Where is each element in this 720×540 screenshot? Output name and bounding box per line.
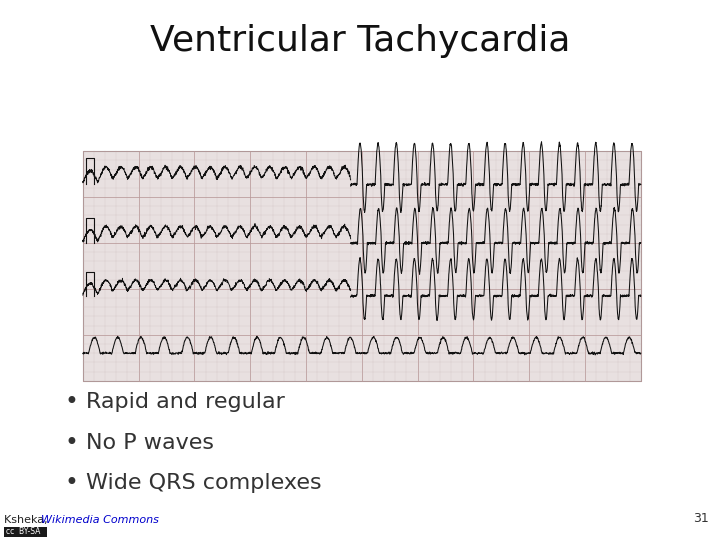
Text: Wide QRS complexes: Wide QRS complexes: [86, 473, 322, 494]
Text: 31: 31: [693, 512, 709, 525]
Text: Wikimedia Commons: Wikimedia Commons: [41, 515, 159, 525]
Text: Ksheka,: Ksheka,: [4, 515, 50, 525]
Text: Rapid and regular: Rapid and regular: [86, 392, 285, 413]
FancyBboxPatch shape: [4, 526, 47, 537]
Text: •: •: [65, 390, 78, 414]
Text: No P waves: No P waves: [86, 433, 215, 453]
Text: •: •: [65, 431, 78, 455]
Text: •: •: [65, 471, 78, 495]
Text: cc  BY-SA: cc BY-SA: [6, 528, 40, 536]
FancyBboxPatch shape: [83, 151, 641, 381]
Text: Ventricular Tachycardia: Ventricular Tachycardia: [150, 24, 570, 58]
